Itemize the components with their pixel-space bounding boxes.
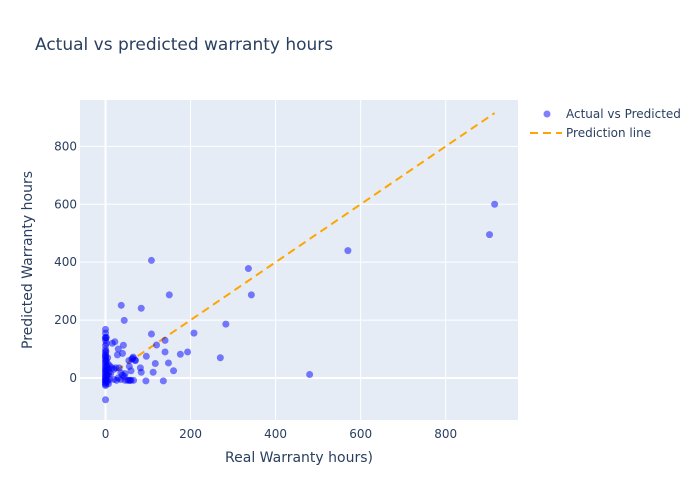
data-point bbox=[344, 247, 352, 255]
data-point bbox=[117, 301, 125, 309]
data-point bbox=[159, 377, 167, 385]
data-point bbox=[102, 396, 110, 404]
data-point bbox=[244, 265, 252, 273]
data-point bbox=[147, 256, 155, 264]
y-tick-label: 400 bbox=[54, 255, 77, 269]
legend-marker-points bbox=[543, 110, 551, 118]
data-point bbox=[147, 330, 155, 338]
data-point bbox=[119, 341, 127, 349]
data-point bbox=[161, 348, 169, 356]
data-point bbox=[125, 357, 133, 365]
data-point bbox=[120, 373, 128, 381]
y-tick-labels: 0 200 400 600 800 bbox=[54, 139, 77, 385]
legend[interactable]: Actual vs Predicted Prediction line bbox=[530, 107, 681, 140]
data-point bbox=[170, 367, 178, 375]
data-point bbox=[102, 376, 110, 384]
x-tick-label: 800 bbox=[434, 427, 457, 441]
data-point bbox=[247, 291, 255, 299]
data-point bbox=[106, 362, 114, 370]
data-point bbox=[216, 354, 224, 362]
data-point bbox=[184, 348, 192, 356]
y-tick-label: 600 bbox=[54, 197, 77, 211]
prediction-line-layer bbox=[104, 112, 496, 379]
data-point bbox=[102, 333, 110, 341]
data-point bbox=[137, 368, 145, 376]
x-tick-label: 400 bbox=[264, 427, 287, 441]
y-tick-label: 200 bbox=[54, 313, 77, 327]
data-point bbox=[102, 339, 110, 347]
data-point bbox=[142, 352, 150, 360]
y-tick-label: 0 bbox=[69, 371, 77, 385]
data-point bbox=[131, 357, 139, 365]
legend-label-prediction-line: Prediction line bbox=[566, 126, 651, 140]
prediction-line bbox=[104, 112, 496, 379]
y-axis-title: Predicted Warranty hours bbox=[20, 171, 36, 349]
data-point bbox=[113, 376, 121, 384]
x-axis-title: Real Warranty hours) bbox=[225, 450, 373, 466]
data-point bbox=[222, 320, 230, 328]
data-point bbox=[120, 316, 128, 324]
x-tick-label: 0 bbox=[102, 427, 110, 441]
data-point bbox=[165, 291, 173, 299]
data-point bbox=[108, 339, 116, 347]
data-point bbox=[102, 347, 110, 355]
chart-title: Actual vs predicted warranty hours bbox=[35, 35, 333, 55]
data-point bbox=[130, 376, 138, 384]
data-point bbox=[142, 377, 150, 385]
data-point bbox=[151, 360, 159, 368]
x-tick-labels: 0 200 400 600 800 bbox=[102, 427, 457, 441]
data-point bbox=[113, 351, 121, 359]
data-point bbox=[176, 350, 184, 358]
data-point bbox=[491, 200, 499, 208]
data-point bbox=[486, 231, 494, 239]
data-point bbox=[102, 367, 110, 375]
plot-area bbox=[80, 100, 518, 420]
points-layer bbox=[102, 200, 499, 404]
x-tick-label: 600 bbox=[349, 427, 372, 441]
x-tick-label: 200 bbox=[179, 427, 202, 441]
legend-item-actual[interactable]: Actual vs Predicted bbox=[543, 107, 681, 121]
data-point bbox=[149, 368, 157, 376]
y-tick-label: 800 bbox=[54, 139, 77, 153]
data-point bbox=[153, 341, 161, 349]
data-point bbox=[114, 345, 122, 353]
data-point bbox=[104, 354, 112, 362]
data-point bbox=[137, 304, 145, 312]
data-point bbox=[190, 329, 198, 337]
data-point bbox=[164, 359, 172, 367]
legend-item-prediction-line[interactable]: Prediction line bbox=[530, 126, 651, 140]
data-point bbox=[306, 371, 314, 379]
legend-label-actual: Actual vs Predicted bbox=[566, 107, 681, 121]
data-point bbox=[127, 367, 135, 375]
data-point bbox=[161, 336, 169, 344]
